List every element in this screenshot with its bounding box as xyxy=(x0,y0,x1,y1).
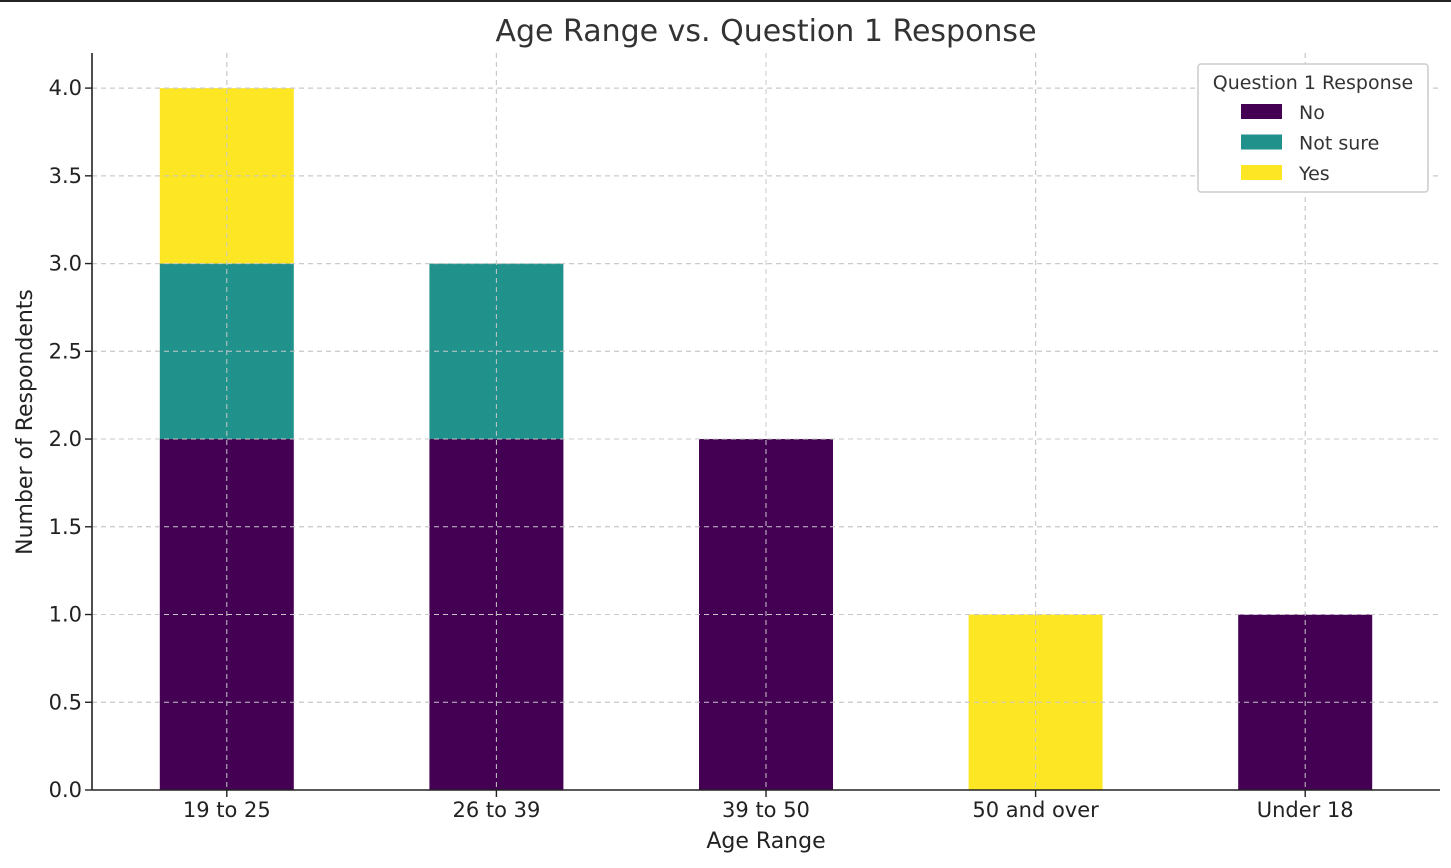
x-axis-label: Age Range xyxy=(706,829,825,854)
y-tick-label: 1.0 xyxy=(49,603,82,627)
y-axis-label: Number of Respondents xyxy=(13,289,38,555)
x-tick-label: Under 18 xyxy=(1257,798,1354,822)
y-tick-label: 0.0 xyxy=(49,778,82,802)
x-tick-label: 50 and over xyxy=(972,798,1099,822)
bars-group xyxy=(92,53,1440,791)
x-tick-label: 19 to 25 xyxy=(183,798,271,822)
legend: Question 1 Response No Not sure Yes xyxy=(1197,63,1429,193)
y-tick-label: 3.0 xyxy=(49,252,82,276)
y-tick-label: 1.5 xyxy=(49,515,82,539)
x-tick-label: 39 to 50 xyxy=(722,798,810,822)
legend-label-yes: Yes xyxy=(1298,163,1330,185)
legend-label-not-sure: Not sure xyxy=(1299,133,1379,155)
y-tick-label: 0.5 xyxy=(49,690,82,714)
y-tick-label: 2.5 xyxy=(49,339,82,363)
y-tick-label: 4.0 xyxy=(49,76,82,100)
x-tick-label: 26 to 39 xyxy=(452,798,540,822)
tick-labels-group: 0.0 0.5 1.0 1.5 2.0 2.5 3.0 3.5 4.0 19 to 25 26 to… xyxy=(49,76,1354,822)
legend-title: Question 1 Response xyxy=(1213,72,1413,94)
chart-title: Age Range vs. Question 1 Response xyxy=(495,14,1036,49)
legend-swatch-yes xyxy=(1241,165,1282,180)
legend-swatch-not-sure xyxy=(1241,134,1282,150)
legend-label-no: No xyxy=(1299,102,1325,124)
y-tick-label: 3.5 xyxy=(49,164,82,188)
axes-group xyxy=(85,53,1440,797)
legend-frame xyxy=(1197,63,1429,193)
y-tick-label: 2.0 xyxy=(49,427,82,451)
legend-swatch-no xyxy=(1241,104,1282,119)
